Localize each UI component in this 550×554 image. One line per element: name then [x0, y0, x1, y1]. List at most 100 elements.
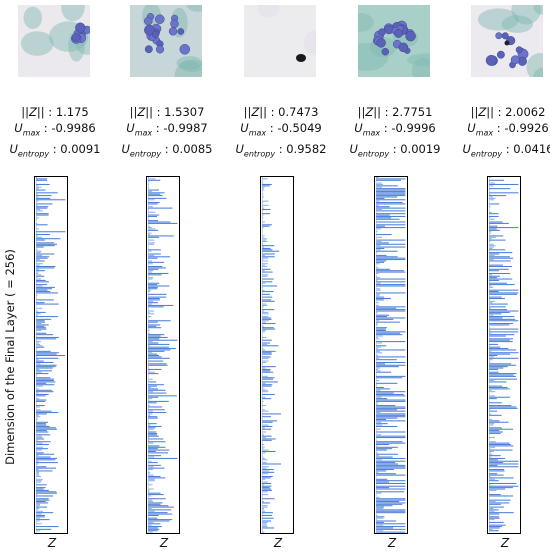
- z-bar: [262, 374, 263, 376]
- z-bar: [262, 227, 264, 229]
- z-bar: [262, 323, 276, 325]
- z-bar: [376, 225, 385, 227]
- z-bar: [489, 410, 498, 412]
- z-bar: [148, 494, 164, 496]
- z-bar: [489, 229, 500, 231]
- z-bar: [376, 268, 390, 270]
- z-bar: [36, 469, 39, 471]
- z-bar: [489, 196, 493, 198]
- z-bar: [376, 178, 406, 180]
- z-bar: [262, 456, 264, 458]
- z-bar: [262, 505, 268, 507]
- z-bar: [36, 306, 37, 308]
- z-bar: [376, 328, 386, 330]
- z-bar: [262, 395, 263, 397]
- cytoplasm-blob: [526, 53, 543, 77]
- cell-nucleus: [144, 45, 153, 54]
- z-bar: [376, 348, 378, 350]
- z-bar: [489, 475, 491, 478]
- z-bar: [376, 259, 406, 261]
- z-bar: [262, 517, 274, 519]
- z-bar: [262, 195, 263, 197]
- z-bar: [262, 410, 269, 412]
- z-bar: [148, 446, 166, 448]
- z-bar: [262, 327, 274, 329]
- z-bar: [262, 309, 275, 311]
- z-bar: [376, 356, 406, 358]
- z-bar: [262, 514, 273, 516]
- z-bar: [148, 393, 149, 395]
- cytoplasm-blob: [179, 59, 202, 72]
- z-bar: [36, 239, 45, 241]
- z-bar: [376, 364, 406, 366]
- z-bar: [36, 231, 66, 233]
- z-bar: [148, 470, 149, 472]
- z-bar: [36, 323, 42, 325]
- z-bar: [262, 377, 275, 379]
- z-bar: [262, 449, 269, 451]
- z-bar: [36, 182, 37, 184]
- z-bar: [262, 200, 269, 202]
- z-bar: [148, 336, 168, 338]
- cell-nucleus: [376, 38, 386, 48]
- z-bar: [376, 291, 377, 293]
- cell-nucleus: [155, 14, 165, 24]
- z-bar: [489, 505, 490, 507]
- z-bar: [262, 432, 263, 434]
- z-bar: [262, 391, 269, 393]
- z-bar: [148, 444, 149, 446]
- z-bar: [148, 297, 160, 300]
- z-bar: [376, 409, 398, 411]
- z-bar: [262, 307, 263, 309]
- z-bar: [148, 530, 158, 532]
- cell-nucleus: [179, 44, 191, 55]
- z-bar: [489, 195, 507, 197]
- z-bar: [36, 238, 61, 240]
- z-bar: [148, 421, 149, 423]
- z-bar: [148, 325, 157, 327]
- z-bar: [262, 453, 263, 455]
- z-bar: [376, 405, 396, 407]
- cell-nucleus: [510, 55, 520, 65]
- z-bar: [376, 416, 406, 418]
- z-bar: [489, 250, 490, 252]
- z-bar: [262, 380, 263, 382]
- z-bar: [262, 186, 265, 188]
- z-bar: [262, 268, 271, 270]
- z-bar: [376, 243, 406, 245]
- z-bar: [148, 473, 150, 475]
- z-bar: [376, 323, 378, 325]
- z-bar: [262, 364, 263, 366]
- z-bar: [489, 473, 498, 475]
- z-bar: [148, 239, 155, 241]
- z-bar: [489, 203, 500, 205]
- z-bar: [148, 268, 159, 270]
- cell-nucleus: [168, 27, 178, 36]
- z-bar: [262, 341, 263, 343]
- z-bar: [376, 402, 379, 404]
- z-bar: [376, 299, 384, 301]
- z-bar: [36, 442, 43, 444]
- z-bar: [262, 498, 275, 500]
- z-bar: [36, 423, 46, 425]
- z-bar: [262, 239, 266, 241]
- z-bar: [262, 279, 263, 281]
- z-bar: [489, 524, 506, 526]
- z-bar: [262, 355, 263, 357]
- cell-nucleus: [170, 19, 179, 29]
- z-bar: [262, 190, 263, 192]
- z-bar: [262, 266, 268, 268]
- z-bar: [376, 264, 377, 266]
- z-bar: [36, 488, 44, 490]
- z-bar: [148, 323, 149, 325]
- z-bar: [36, 203, 53, 205]
- z-bar: [148, 291, 151, 293]
- z-bar: [148, 361, 149, 363]
- z-bar: [376, 307, 397, 309]
- z-bar: [148, 299, 160, 301]
- z-bar: [262, 527, 275, 529]
- z-bar: [262, 335, 263, 337]
- z-bar: [148, 282, 160, 284]
- z-bar: [489, 399, 490, 401]
- z-bar: [489, 428, 514, 430]
